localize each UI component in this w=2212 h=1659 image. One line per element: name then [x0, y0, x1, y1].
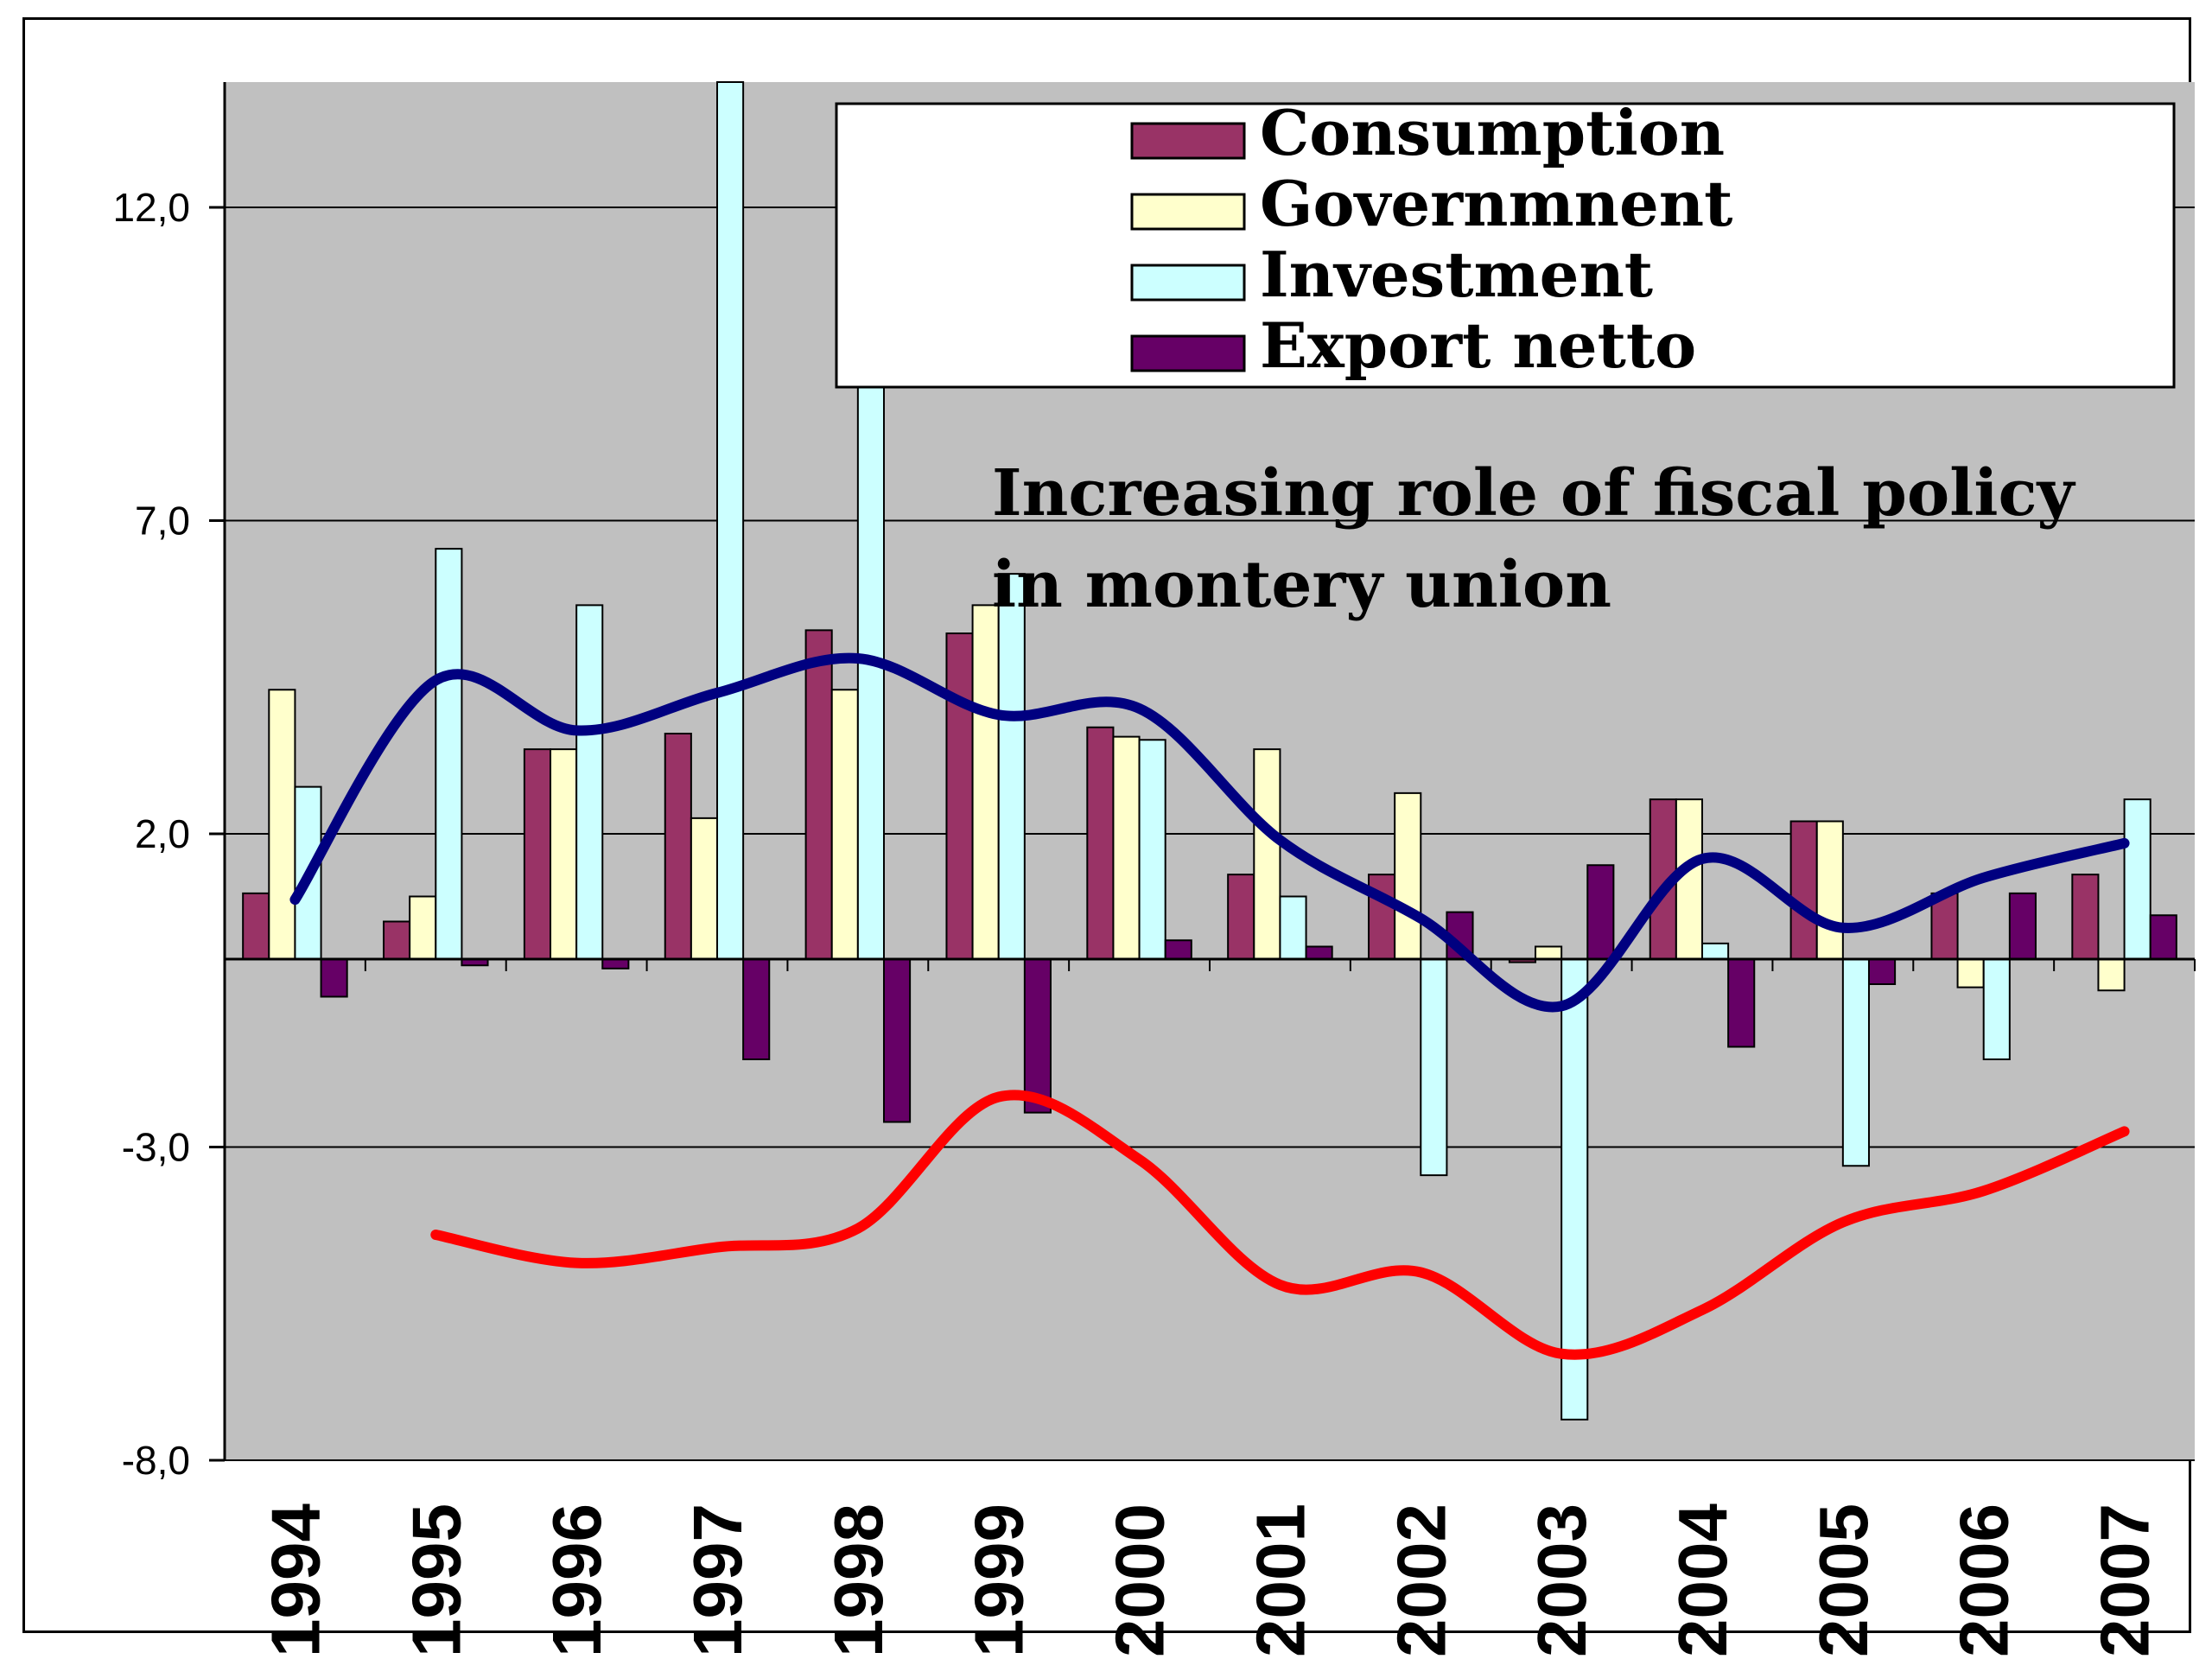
x-tick-label: 1996 — [538, 1503, 615, 1657]
bar — [830, 689, 859, 960]
x-tick-label: 2007 — [2087, 1503, 2164, 1657]
bar — [1535, 945, 1563, 960]
zero-axis — [224, 957, 2196, 971]
bar — [575, 604, 604, 960]
annotation-line: Increasing role of fiscal policy — [992, 456, 2076, 531]
trend-line — [289, 652, 2130, 1013]
bar — [690, 817, 718, 960]
x-tick-label: 1997 — [679, 1503, 756, 1657]
bar — [2123, 798, 2152, 960]
bar — [742, 958, 771, 1060]
legend-swatch — [1130, 264, 1246, 302]
bar — [523, 748, 552, 960]
bar — [1675, 798, 1704, 960]
x-tick-label: 2001 — [1242, 1503, 1319, 1657]
bar — [1253, 748, 1281, 960]
bar — [435, 548, 463, 960]
legend-box — [835, 102, 2176, 389]
bar — [664, 733, 692, 960]
bar — [1586, 864, 1615, 960]
x-tick-label: 2000 — [1102, 1503, 1179, 1657]
x-tick-label: 1999 — [961, 1503, 1038, 1657]
x-tick-label: 1994 — [257, 1503, 334, 1656]
bar — [409, 895, 437, 960]
x-tick-label: 2006 — [1946, 1503, 2023, 1657]
bar — [804, 629, 833, 960]
bar — [1138, 739, 1166, 960]
legend-label: Investment — [1260, 238, 1653, 311]
bar — [268, 689, 296, 960]
bar — [1982, 958, 2011, 1060]
bar — [1023, 958, 1052, 1114]
bar — [1841, 958, 1870, 1167]
bar — [242, 892, 270, 960]
y-tick-label: -3,0 — [122, 1125, 190, 1170]
annotation-line: in montery union — [992, 548, 1611, 622]
y-tick-label: -8,0 — [122, 1438, 190, 1483]
bar — [550, 748, 578, 960]
bar — [2149, 914, 2177, 960]
bar — [945, 632, 974, 960]
bar — [1789, 820, 1818, 960]
bar — [882, 958, 912, 1123]
x-axis: 1994 1995 1996 1997 1998 1999 2000 2001 2002 2003… — [257, 1503, 2163, 1656]
bar — [2008, 892, 2037, 960]
y-tick-label: 12,0 — [112, 185, 190, 230]
legend-label: Export netto — [1260, 308, 1696, 382]
bar — [1701, 942, 1730, 960]
bar — [1305, 945, 1333, 960]
bar — [1227, 874, 1255, 960]
y-tick-label: 7,0 — [135, 499, 190, 543]
bar — [1086, 726, 1115, 960]
bar — [1394, 791, 1422, 960]
bar — [2097, 958, 2126, 992]
bar — [1420, 958, 1448, 1177]
bar — [2071, 874, 2100, 960]
bar — [1112, 735, 1141, 960]
bar — [1279, 895, 1307, 960]
bar — [1815, 820, 1844, 960]
trend-line — [430, 1090, 2130, 1360]
bar — [856, 382, 885, 960]
legend-swatch — [1130, 193, 1246, 231]
bar — [601, 958, 630, 969]
trend-lines — [289, 652, 2130, 1360]
y-tick-label: 2,0 — [135, 811, 190, 856]
bar — [971, 604, 1000, 960]
bar — [716, 81, 745, 960]
x-tick-label: 2004 — [1664, 1503, 1741, 1656]
legend-swatch — [1130, 334, 1246, 372]
x-tick-label: 1995 — [397, 1503, 474, 1657]
bar — [1164, 939, 1192, 960]
bar — [1867, 958, 1897, 985]
bar — [1956, 958, 1985, 988]
legend-label: Governmnent — [1260, 167, 1732, 240]
y-axis: 12,0 7,0 2,0 -3,0 -8,0 — [112, 82, 226, 1483]
x-tick-label: 2005 — [1805, 1503, 1882, 1657]
x-tick-label: 1998 — [820, 1503, 897, 1657]
bar — [320, 958, 348, 998]
x-tick-label: 2002 — [1382, 1503, 1459, 1657]
bar — [1560, 958, 1589, 1421]
legend-swatch — [1130, 122, 1246, 160]
x-tick-label: 2003 — [1523, 1503, 1600, 1657]
bar — [383, 920, 411, 960]
bar — [1727, 958, 1756, 1048]
bar — [997, 573, 1026, 960]
bars — [242, 81, 2177, 1421]
annotation: Increasing role of fiscal policy in mont… — [992, 456, 2076, 622]
legend-label: Consumption — [1260, 96, 1725, 169]
